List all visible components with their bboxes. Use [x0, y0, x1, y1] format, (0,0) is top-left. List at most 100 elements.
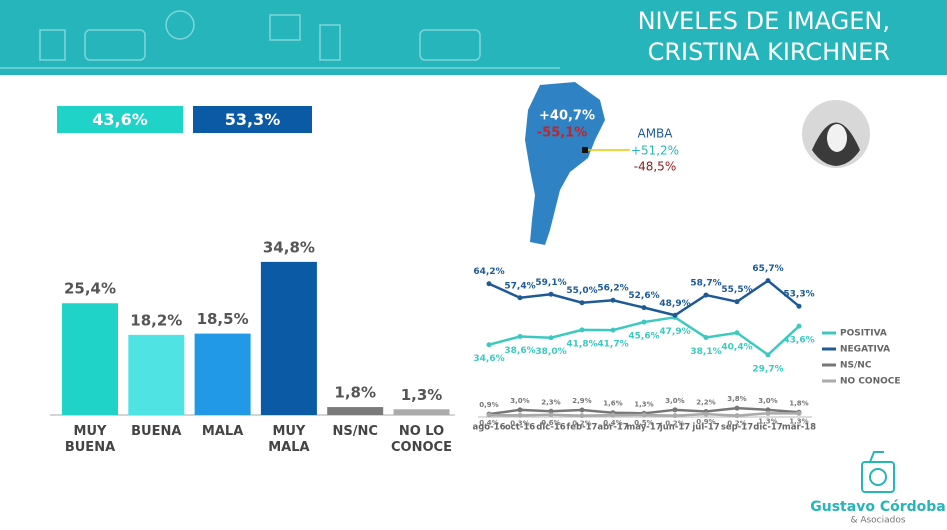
map-label: +51,2% — [631, 144, 679, 158]
point-label: 55,5% — [721, 285, 752, 295]
x-tick-label: dic-16 — [536, 423, 565, 433]
point — [548, 408, 554, 414]
point-label: 52,6% — [628, 291, 659, 301]
bar-value-label: 25,4% — [64, 280, 116, 298]
logo-icon — [861, 451, 895, 493]
point-label: 43,6% — [783, 336, 814, 346]
point-label: 1,6% — [603, 400, 622, 408]
point-label: 38,1% — [690, 347, 721, 357]
bar-value-label: 18,2% — [130, 311, 182, 329]
point-label: 55,0% — [566, 286, 597, 296]
point — [610, 412, 616, 418]
point-label: 0,2% — [572, 420, 591, 428]
point-label: 0,5% — [634, 419, 653, 427]
point-label: 0,3% — [510, 419, 529, 427]
legend-label: POSITIVA — [840, 329, 887, 339]
point-label: 1,3% — [634, 400, 653, 408]
point — [486, 342, 492, 348]
point-label: 0,9% — [479, 401, 498, 409]
bar — [62, 303, 118, 415]
point — [641, 412, 647, 418]
point-label: 41,8% — [566, 339, 597, 349]
point — [672, 407, 678, 413]
x-tick-label: NO LO CONOCE — [391, 424, 452, 455]
point-label: 0,2% — [665, 420, 684, 428]
map-label: +40,7% — [539, 109, 595, 124]
summary-positive: 43,6% — [57, 106, 183, 133]
x-tick-label: NS/NC — [332, 424, 378, 439]
point-label: 41,7% — [597, 340, 628, 350]
point — [517, 333, 523, 339]
point-label: 57,4% — [504, 281, 535, 291]
point — [517, 407, 523, 413]
x-tick-label: BUENA — [131, 424, 182, 439]
point — [548, 412, 554, 418]
x-tick-label: ago-16 — [472, 423, 505, 433]
point — [579, 407, 585, 413]
point-label: 64,2% — [473, 267, 504, 277]
point-label: 1,8% — [789, 399, 808, 407]
point-label: 0,6% — [541, 419, 560, 427]
point-label: 3,0% — [510, 397, 529, 405]
header-band — [0, 0, 947, 75]
point-label: 1,3% — [758, 417, 777, 425]
point-label: 59,1% — [535, 278, 566, 288]
point-label: 29,7% — [752, 364, 783, 374]
x-tick-label: may-17 — [626, 423, 661, 433]
point — [796, 303, 802, 309]
point-label: 38,0% — [535, 347, 566, 357]
point — [765, 407, 771, 413]
logo-name: Gustavo Córdoba — [810, 499, 945, 515]
point-label: 3,0% — [665, 397, 684, 405]
x-tick-label: MUY MALA — [268, 424, 310, 455]
point — [486, 412, 492, 418]
point — [579, 300, 585, 306]
map-dot — [582, 147, 588, 153]
point-label: 2,2% — [696, 398, 715, 406]
point-label: 0,2% — [727, 420, 746, 428]
point — [734, 330, 740, 336]
bar — [260, 261, 317, 415]
bar-value-label: 18,5% — [197, 310, 249, 328]
map-label: -48,5% — [634, 160, 676, 174]
point — [610, 297, 616, 303]
point — [548, 291, 554, 297]
point-label: 0,9% — [696, 418, 715, 426]
point-label: 2,3% — [541, 398, 560, 406]
title-line: NIVELES DE IMAGEN, — [638, 7, 890, 35]
bar — [393, 409, 450, 415]
x-tick-label: mar-18 — [782, 423, 816, 433]
point — [765, 352, 771, 358]
point — [796, 410, 802, 416]
point — [548, 335, 554, 341]
point — [517, 295, 523, 301]
point-label: 1,3% — [789, 417, 808, 425]
point-label: 0,4% — [603, 419, 622, 427]
point-label: 53,3% — [783, 290, 814, 300]
portrait-face — [827, 124, 847, 152]
x-tick-label: oct-16 — [505, 423, 535, 433]
point-label: 45,6% — [628, 332, 659, 342]
bar-value-label: 34,8% — [263, 238, 315, 256]
x-tick-label: dic-17 — [753, 423, 782, 433]
point — [610, 327, 616, 333]
point — [734, 413, 740, 419]
x-tick-label: jul-17 — [691, 423, 719, 433]
point — [579, 327, 585, 333]
x-tick-label: MALA — [201, 424, 244, 439]
x-tick-label: abr-17 — [597, 423, 628, 433]
bar — [194, 333, 251, 415]
point — [672, 312, 678, 318]
point-label: 40,4% — [721, 342, 752, 352]
point-label: 38,6% — [504, 346, 535, 356]
legend-label: NO CONOCE — [840, 377, 901, 387]
point-label: 65,7% — [752, 264, 783, 274]
bar-value-label: 1,8% — [334, 384, 376, 402]
point — [703, 335, 709, 341]
point-label: 47,9% — [659, 327, 690, 337]
point — [703, 292, 709, 298]
point-label: 3,0% — [758, 397, 777, 405]
point — [672, 413, 678, 419]
map-argentina — [525, 82, 605, 245]
